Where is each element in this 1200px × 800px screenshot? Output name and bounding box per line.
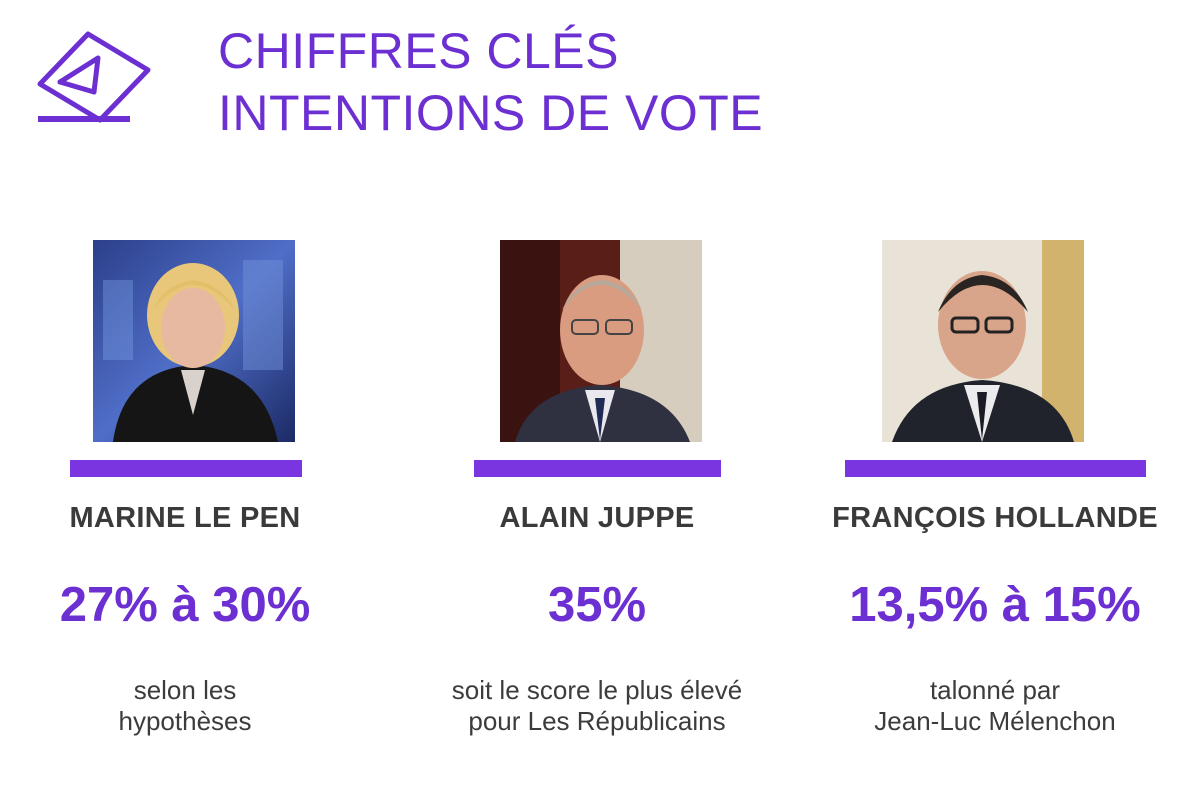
title-line-2: INTENTIONS DE VOTE [218, 85, 764, 141]
candidate-note: talonné par Jean-Luc Mélenchon [825, 675, 1165, 737]
candidate-note: selon les hypothèses [15, 675, 355, 737]
note-line-2: pour Les Républicains [468, 706, 726, 736]
candidate-score: 27% à 30% [59, 578, 311, 632]
portrait-marine-le-pen [93, 240, 295, 442]
accent-bar [474, 460, 721, 477]
header: CHIFFRES CLÉS INTENTIONS DE VOTE [0, 0, 1200, 170]
note-line-1: talonné par [929, 675, 1061, 705]
candidate-note: soit le score le plus élevé pour Les Rép… [427, 675, 767, 737]
candidate-card-le-pen: MARINE LE PEN 27% à 30% selon les hypoth… [15, 240, 355, 780]
candidate-card-juppe: ALAIN JUPPE 35% soit le score le plus él… [427, 240, 767, 780]
portrait-alain-juppe [500, 240, 702, 442]
portrait-francois-hollande [882, 240, 1084, 442]
ballot-box-icon [30, 22, 160, 132]
page-title: CHIFFRES CLÉS INTENTIONS DE VOTE [218, 20, 763, 144]
accent-bar [70, 460, 302, 477]
note-line-1: selon les [133, 675, 237, 705]
candidate-name: FRANÇOIS HOLLANDE [832, 502, 1158, 534]
note-line-2: Jean-Luc Mélenchon [874, 706, 1116, 736]
accent-bar [845, 460, 1146, 477]
candidate-score: 35% [547, 578, 647, 632]
candidate-name: ALAIN JUPPE [499, 502, 695, 534]
note-line-2: hypothèses [118, 706, 252, 736]
candidate-card-hollande: FRANÇOIS HOLLANDE 13,5% à 15% talonné pa… [825, 240, 1165, 780]
note-line-1: soit le score le plus élevé [451, 675, 743, 705]
candidate-name: MARINE LE PEN [69, 502, 301, 534]
candidate-score: 13,5% à 15% [849, 578, 1141, 632]
title-line-1: CHIFFRES CLÉS [218, 23, 620, 79]
